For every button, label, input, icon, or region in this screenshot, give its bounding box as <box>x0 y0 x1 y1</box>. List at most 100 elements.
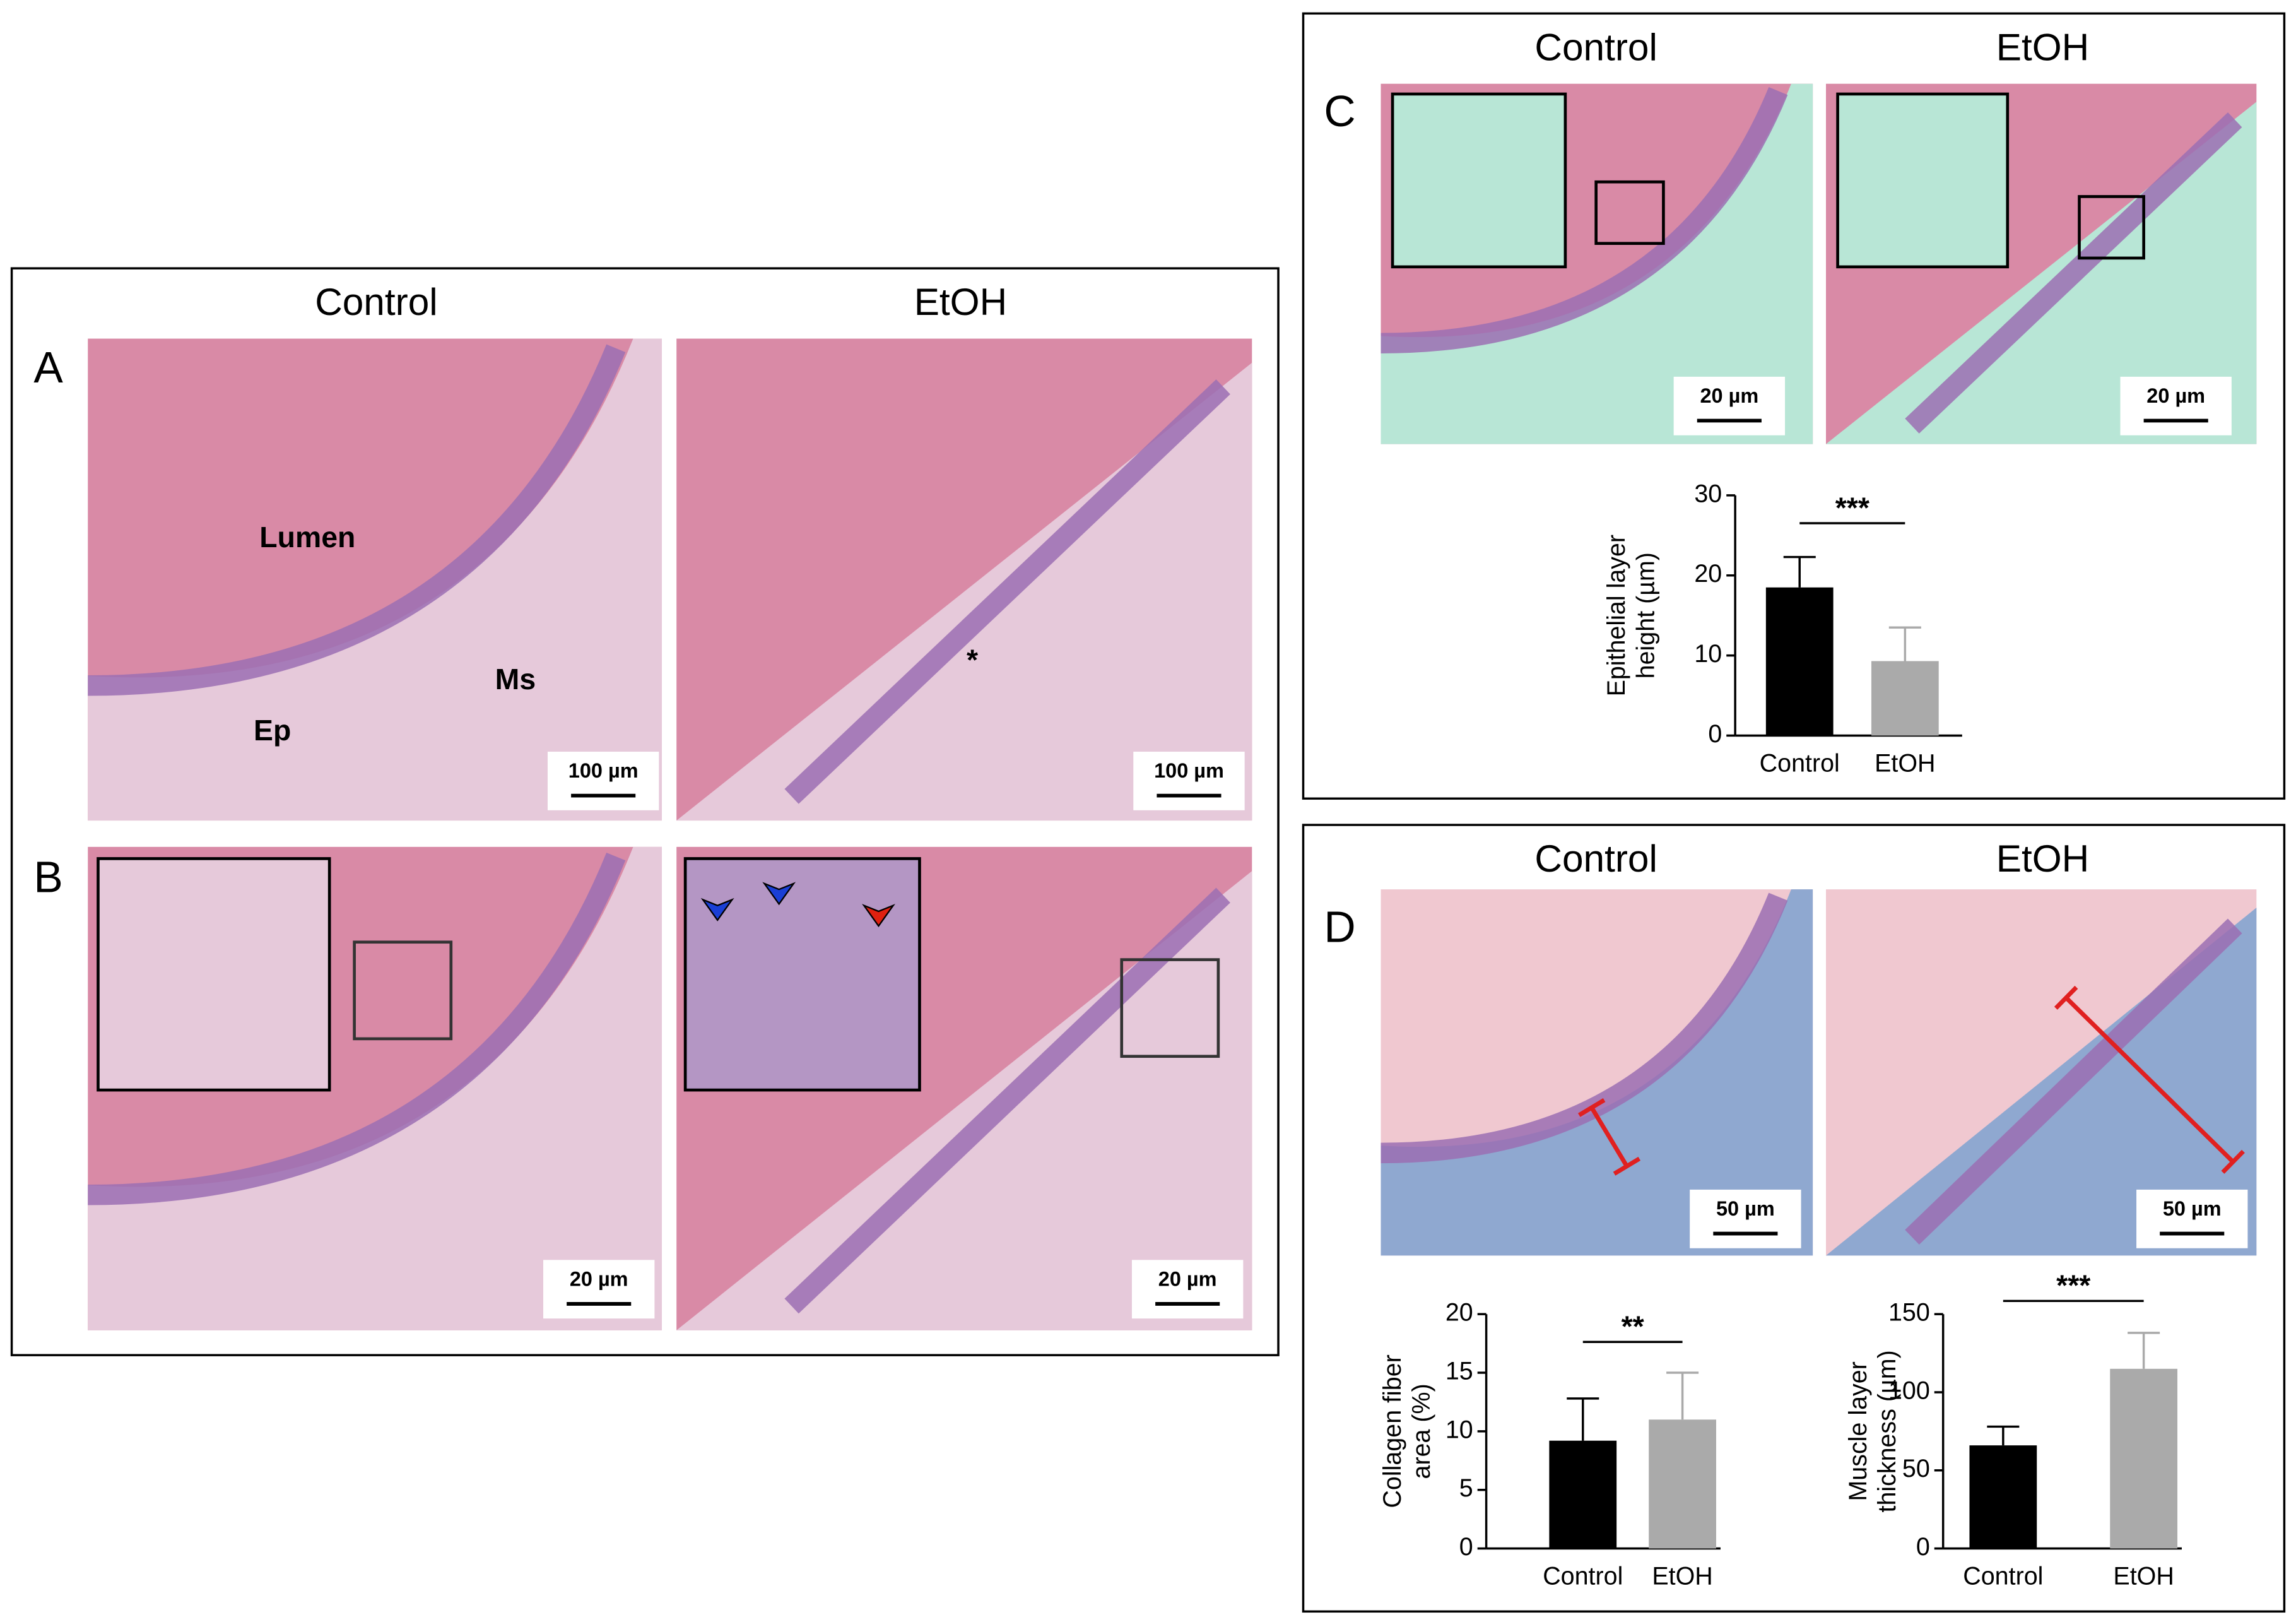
epithelium <box>1905 112 2242 434</box>
arrowhead <box>862 904 895 928</box>
annotation: Ms <box>495 663 536 696</box>
panel-label: A <box>33 343 63 392</box>
tissue <box>88 846 662 1330</box>
inset-box <box>2078 195 2145 260</box>
epithelium <box>784 887 1230 1314</box>
tissue <box>1826 908 2257 1256</box>
scale-bar-label: 50 µm <box>2163 1197 2222 1220</box>
column-header: Control <box>1534 837 1657 880</box>
y-axis-label: Muscle layer <box>1844 1361 1872 1501</box>
scale-bar-box <box>2136 1189 2248 1248</box>
significance: *** <box>1835 491 1870 524</box>
epithelium <box>1381 86 1788 354</box>
thickness-marker <box>1589 1106 1629 1168</box>
y-tick-label: 15 <box>1445 1357 1473 1385</box>
thickness-marker <box>1613 1156 1641 1176</box>
inset <box>1391 92 1567 269</box>
inset <box>1836 92 2010 269</box>
scale-bar-box <box>1133 752 1245 810</box>
y-tick-label: 0 <box>1459 1533 1473 1561</box>
thickness-marker <box>2054 985 2078 1010</box>
column-header: EtOH <box>1996 837 2090 880</box>
significance: *** <box>2056 1269 2091 1302</box>
bar <box>1549 1440 1617 1549</box>
bar <box>1649 1419 1716 1549</box>
scale-bar-label: 50 µm <box>1716 1197 1775 1220</box>
scale-bar-label: 100 µm <box>1154 759 1224 782</box>
scale-bar-box <box>1690 1189 1801 1248</box>
bar <box>1871 661 1939 736</box>
y-tick-label: 100 <box>1888 1376 1930 1404</box>
column-header: Control <box>315 280 437 323</box>
scale-bar-label: 20 µm <box>1700 384 1758 407</box>
column-header: EtOH <box>914 280 1007 323</box>
tissue <box>88 338 662 821</box>
panel-label: B <box>33 853 62 902</box>
thickness-marker <box>2064 996 2235 1164</box>
arrowhead <box>762 882 796 906</box>
epithelium <box>88 853 626 1205</box>
scale-bar-box <box>543 1260 655 1319</box>
y-axis-label: thickness (µm) <box>1873 1350 1901 1512</box>
tissue <box>676 362 1252 821</box>
scale-bar-label: 20 µm <box>2146 384 2205 407</box>
y-tick-label: 20 <box>1445 1299 1473 1327</box>
inset <box>97 857 331 1092</box>
annotation: Ep <box>254 714 291 747</box>
scale-bar-box <box>2120 376 2232 435</box>
inset-box <box>1120 958 1220 1058</box>
y-axis-label: Collagen fiber <box>1379 1354 1406 1508</box>
annotation: * <box>967 644 979 677</box>
epithelium <box>1905 918 2242 1245</box>
x-tick-label: EtOH <box>2113 1562 2174 1590</box>
epithelium <box>1381 892 1788 1164</box>
y-tick-label: 10 <box>1694 640 1722 668</box>
tissue <box>1381 83 1813 444</box>
y-axis-label: area (%) <box>1408 1383 1435 1479</box>
x-tick-label: Control <box>1543 1562 1623 1590</box>
inset-box <box>1594 180 1665 246</box>
inset-box <box>353 940 453 1041</box>
tissue <box>676 871 1252 1330</box>
y-axis-label: height (µm) <box>1632 552 1659 678</box>
inset <box>683 857 921 1092</box>
arrowhead <box>700 897 734 921</box>
y-tick-label: 20 <box>1694 560 1722 588</box>
y-tick-label: 30 <box>1694 480 1722 507</box>
bar <box>1969 1445 2037 1549</box>
panel-frame <box>1302 824 2286 1613</box>
y-tick-label: 0 <box>1708 720 1722 748</box>
panel-label: D <box>1324 903 1355 952</box>
panel-frame <box>1302 12 2286 800</box>
bar <box>1765 587 1834 736</box>
column-header: Control <box>1534 25 1657 68</box>
x-tick-label: Control <box>1963 1562 2043 1590</box>
y-tick-label: 50 <box>1902 1455 1930 1483</box>
thickness-marker <box>1578 1098 1606 1117</box>
panel-label: C <box>1324 86 1355 136</box>
y-tick-label: 5 <box>1459 1474 1473 1502</box>
x-tick-label: EtOH <box>1652 1562 1712 1590</box>
annotation: Lumen <box>259 521 355 553</box>
y-tick-label: 0 <box>1916 1533 1930 1561</box>
significance: ** <box>1622 1310 1645 1343</box>
epithelium <box>784 379 1230 804</box>
scale-bar-box <box>547 752 659 810</box>
x-tick-label: Control <box>1760 749 1840 777</box>
thickness-marker <box>2221 1149 2245 1174</box>
scale-bar-label: 20 µm <box>570 1267 628 1290</box>
scale-bar-box <box>1673 376 1786 435</box>
scale-bar-box <box>1131 1260 1244 1319</box>
y-axis-label: Epithelial layer <box>1603 535 1630 696</box>
scale-bar-label: 100 µm <box>568 759 639 782</box>
bar <box>2110 1368 2178 1549</box>
y-tick-label: 150 <box>1888 1299 1930 1327</box>
column-header: EtOH <box>1996 25 2090 68</box>
x-tick-label: EtOH <box>1875 749 1935 777</box>
scale-bar-label: 20 µm <box>1158 1267 1217 1290</box>
tissue <box>1381 889 1813 1256</box>
y-tick-label: 10 <box>1445 1416 1473 1443</box>
panel-frame <box>10 267 1280 1356</box>
epithelium <box>88 344 626 696</box>
